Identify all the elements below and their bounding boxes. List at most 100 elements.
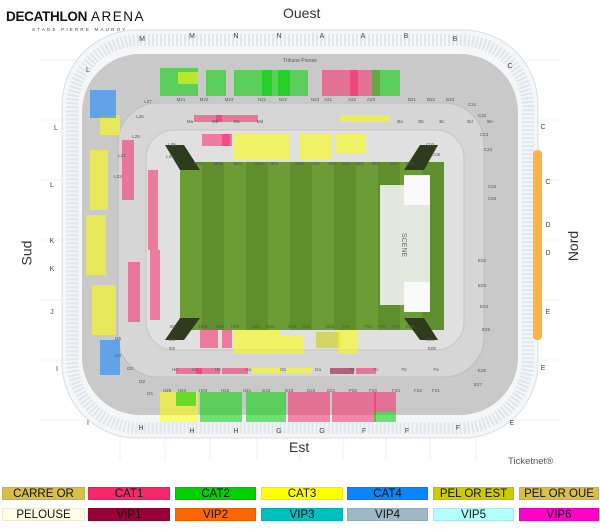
seat-block[interactable] — [100, 340, 120, 375]
section-label[interactable]: N21 — [258, 97, 267, 102]
legend-item-vip1[interactable]: VIP1 — [88, 508, 170, 521]
section-label[interactable]: A22 — [348, 97, 357, 102]
section-label[interactable]: Bd — [467, 119, 473, 124]
seat-block[interactable] — [238, 115, 258, 122]
section-label[interactable]: I01 — [170, 324, 177, 329]
seat-block[interactable] — [148, 170, 158, 250]
section-label[interactable]: G03 — [288, 324, 297, 329]
section-label[interactable]: C22 — [478, 113, 487, 118]
section-label[interactable]: Ga — [315, 367, 322, 372]
seat-block[interactable] — [222, 134, 232, 146]
section-label[interactable]: Fb — [401, 367, 407, 372]
section-label[interactable]: H24 — [178, 388, 187, 393]
legend-item-cat2[interactable]: CAT2 — [175, 487, 256, 500]
section-label[interactable]: F04 — [342, 324, 350, 329]
seat-block[interactable] — [246, 392, 266, 422]
section-label[interactable]: N23 — [311, 97, 320, 102]
seat-block[interactable] — [200, 392, 222, 422]
section-label[interactable]: A02 — [328, 161, 337, 166]
seat-block[interactable] — [374, 392, 396, 412]
section-label[interactable]: B02 — [356, 161, 365, 166]
section-label[interactable]: N22 — [279, 97, 288, 102]
section-label[interactable]: Md — [257, 119, 264, 124]
seat-block[interactable] — [234, 134, 290, 160]
seat-block[interactable] — [286, 368, 312, 374]
seat-block[interactable] — [288, 392, 310, 422]
section-label[interactable]: M21 — [177, 97, 186, 102]
section-label[interactable]: H23 — [199, 388, 208, 393]
section-label[interactable]: E22 — [478, 258, 487, 263]
section-label[interactable]: B01 — [342, 161, 351, 166]
seat-block[interactable] — [100, 115, 120, 135]
seat-block[interactable] — [222, 368, 248, 374]
section-label[interactable]: A21 — [324, 97, 333, 102]
seat-block[interactable] — [90, 90, 116, 118]
section-label[interactable]: M02 — [214, 161, 223, 166]
section-label[interactable]: F03 — [364, 324, 372, 329]
section-label[interactable]: F23 — [392, 388, 400, 393]
section-label[interactable]: A01 — [312, 161, 321, 166]
section-label[interactable]: F25 — [349, 388, 357, 393]
section-label[interactable]: B03 — [372, 161, 381, 166]
section-label[interactable]: M22 — [200, 97, 209, 102]
section-label[interactable]: L25 — [132, 134, 140, 139]
section-label[interactable]: E08 — [406, 324, 415, 329]
legend-item-carre-or[interactable]: CARRE OR — [2, 487, 85, 500]
seat-block[interactable] — [222, 330, 232, 348]
section-label[interactable]: B23 — [446, 97, 455, 102]
seat-block[interactable] — [336, 134, 366, 154]
section-label[interactable]: Fc — [374, 367, 380, 372]
section-label[interactable]: F02 — [378, 324, 386, 329]
legend-item-cat1[interactable]: CAT1 — [88, 487, 170, 500]
legend-item-vip5[interactable]: VIP5 — [433, 508, 514, 521]
section-label[interactable]: H01 — [252, 324, 261, 329]
section-label[interactable]: G21 — [327, 388, 336, 393]
seat-block[interactable] — [234, 330, 280, 354]
section-label[interactable]: N04 — [255, 161, 264, 166]
section-label[interactable]: Fd — [349, 367, 355, 372]
section-label[interactable]: I22 — [139, 379, 146, 384]
section-label[interactable]: A23 — [367, 97, 376, 102]
section-label[interactable]: I24 — [115, 353, 122, 358]
section-label[interactable]: Bc — [439, 119, 445, 124]
section-label[interactable]: Mb — [212, 119, 219, 124]
stadium-map[interactable]: SCENE Tribune Presse M M N N A A B B H H H G G F F F L L L… — [0, 0, 600, 480]
section-label[interactable]: Mc — [234, 119, 241, 124]
section-label[interactable]: L24 — [118, 153, 126, 158]
section-label[interactable]: I02 — [169, 346, 176, 351]
section-label[interactable]: C24 — [484, 147, 493, 152]
section-label[interactable]: L23 — [114, 174, 122, 179]
seat-block[interactable] — [266, 392, 286, 422]
section-label[interactable]: H04 — [199, 324, 208, 329]
legend-item-pel-or-est[interactable]: PEL OR EST — [433, 487, 514, 500]
section-label[interactable]: C05 — [432, 152, 441, 157]
section-label[interactable]: L26 — [136, 114, 144, 119]
section-label[interactable]: Hb — [215, 367, 221, 372]
section-label[interactable]: H21 — [243, 388, 252, 393]
seat-block[interactable] — [176, 392, 196, 406]
seat-block[interactable] — [176, 368, 202, 374]
section-label[interactable]: C23 — [480, 132, 489, 137]
legend-item-vip6[interactable]: VIP6 — [519, 508, 599, 521]
seat-block[interactable] — [300, 134, 332, 160]
seat-block[interactable] — [280, 336, 304, 354]
section-label[interactable]: Hd — [172, 367, 178, 372]
section-label[interactable]: C26 — [488, 196, 497, 201]
section-label[interactable]: E05 — [428, 346, 437, 351]
section-label[interactable]: I25 — [115, 336, 122, 341]
section-label[interactable]: H25 — [163, 388, 172, 393]
section-label[interactable]: G01 — [326, 324, 335, 329]
stage[interactable]: SCENE — [380, 175, 430, 312]
seat-block[interactable] — [372, 70, 400, 96]
seat-block[interactable] — [278, 70, 308, 96]
seat-block[interactable] — [128, 262, 140, 322]
section-label[interactable]: L04 — [166, 154, 174, 159]
section-label[interactable]: H02 — [231, 324, 240, 329]
section-label[interactable]: C21 — [468, 102, 477, 107]
section-label[interactable]: F22 — [414, 388, 422, 393]
section-label[interactable]: B22 — [427, 97, 436, 102]
legend-item-cat3[interactable]: CAT3 — [261, 487, 343, 500]
section-label[interactable]: I23 — [127, 366, 134, 371]
section-label[interactable]: I03 — [169, 337, 176, 342]
section-label[interactable]: Ha — [245, 367, 251, 372]
